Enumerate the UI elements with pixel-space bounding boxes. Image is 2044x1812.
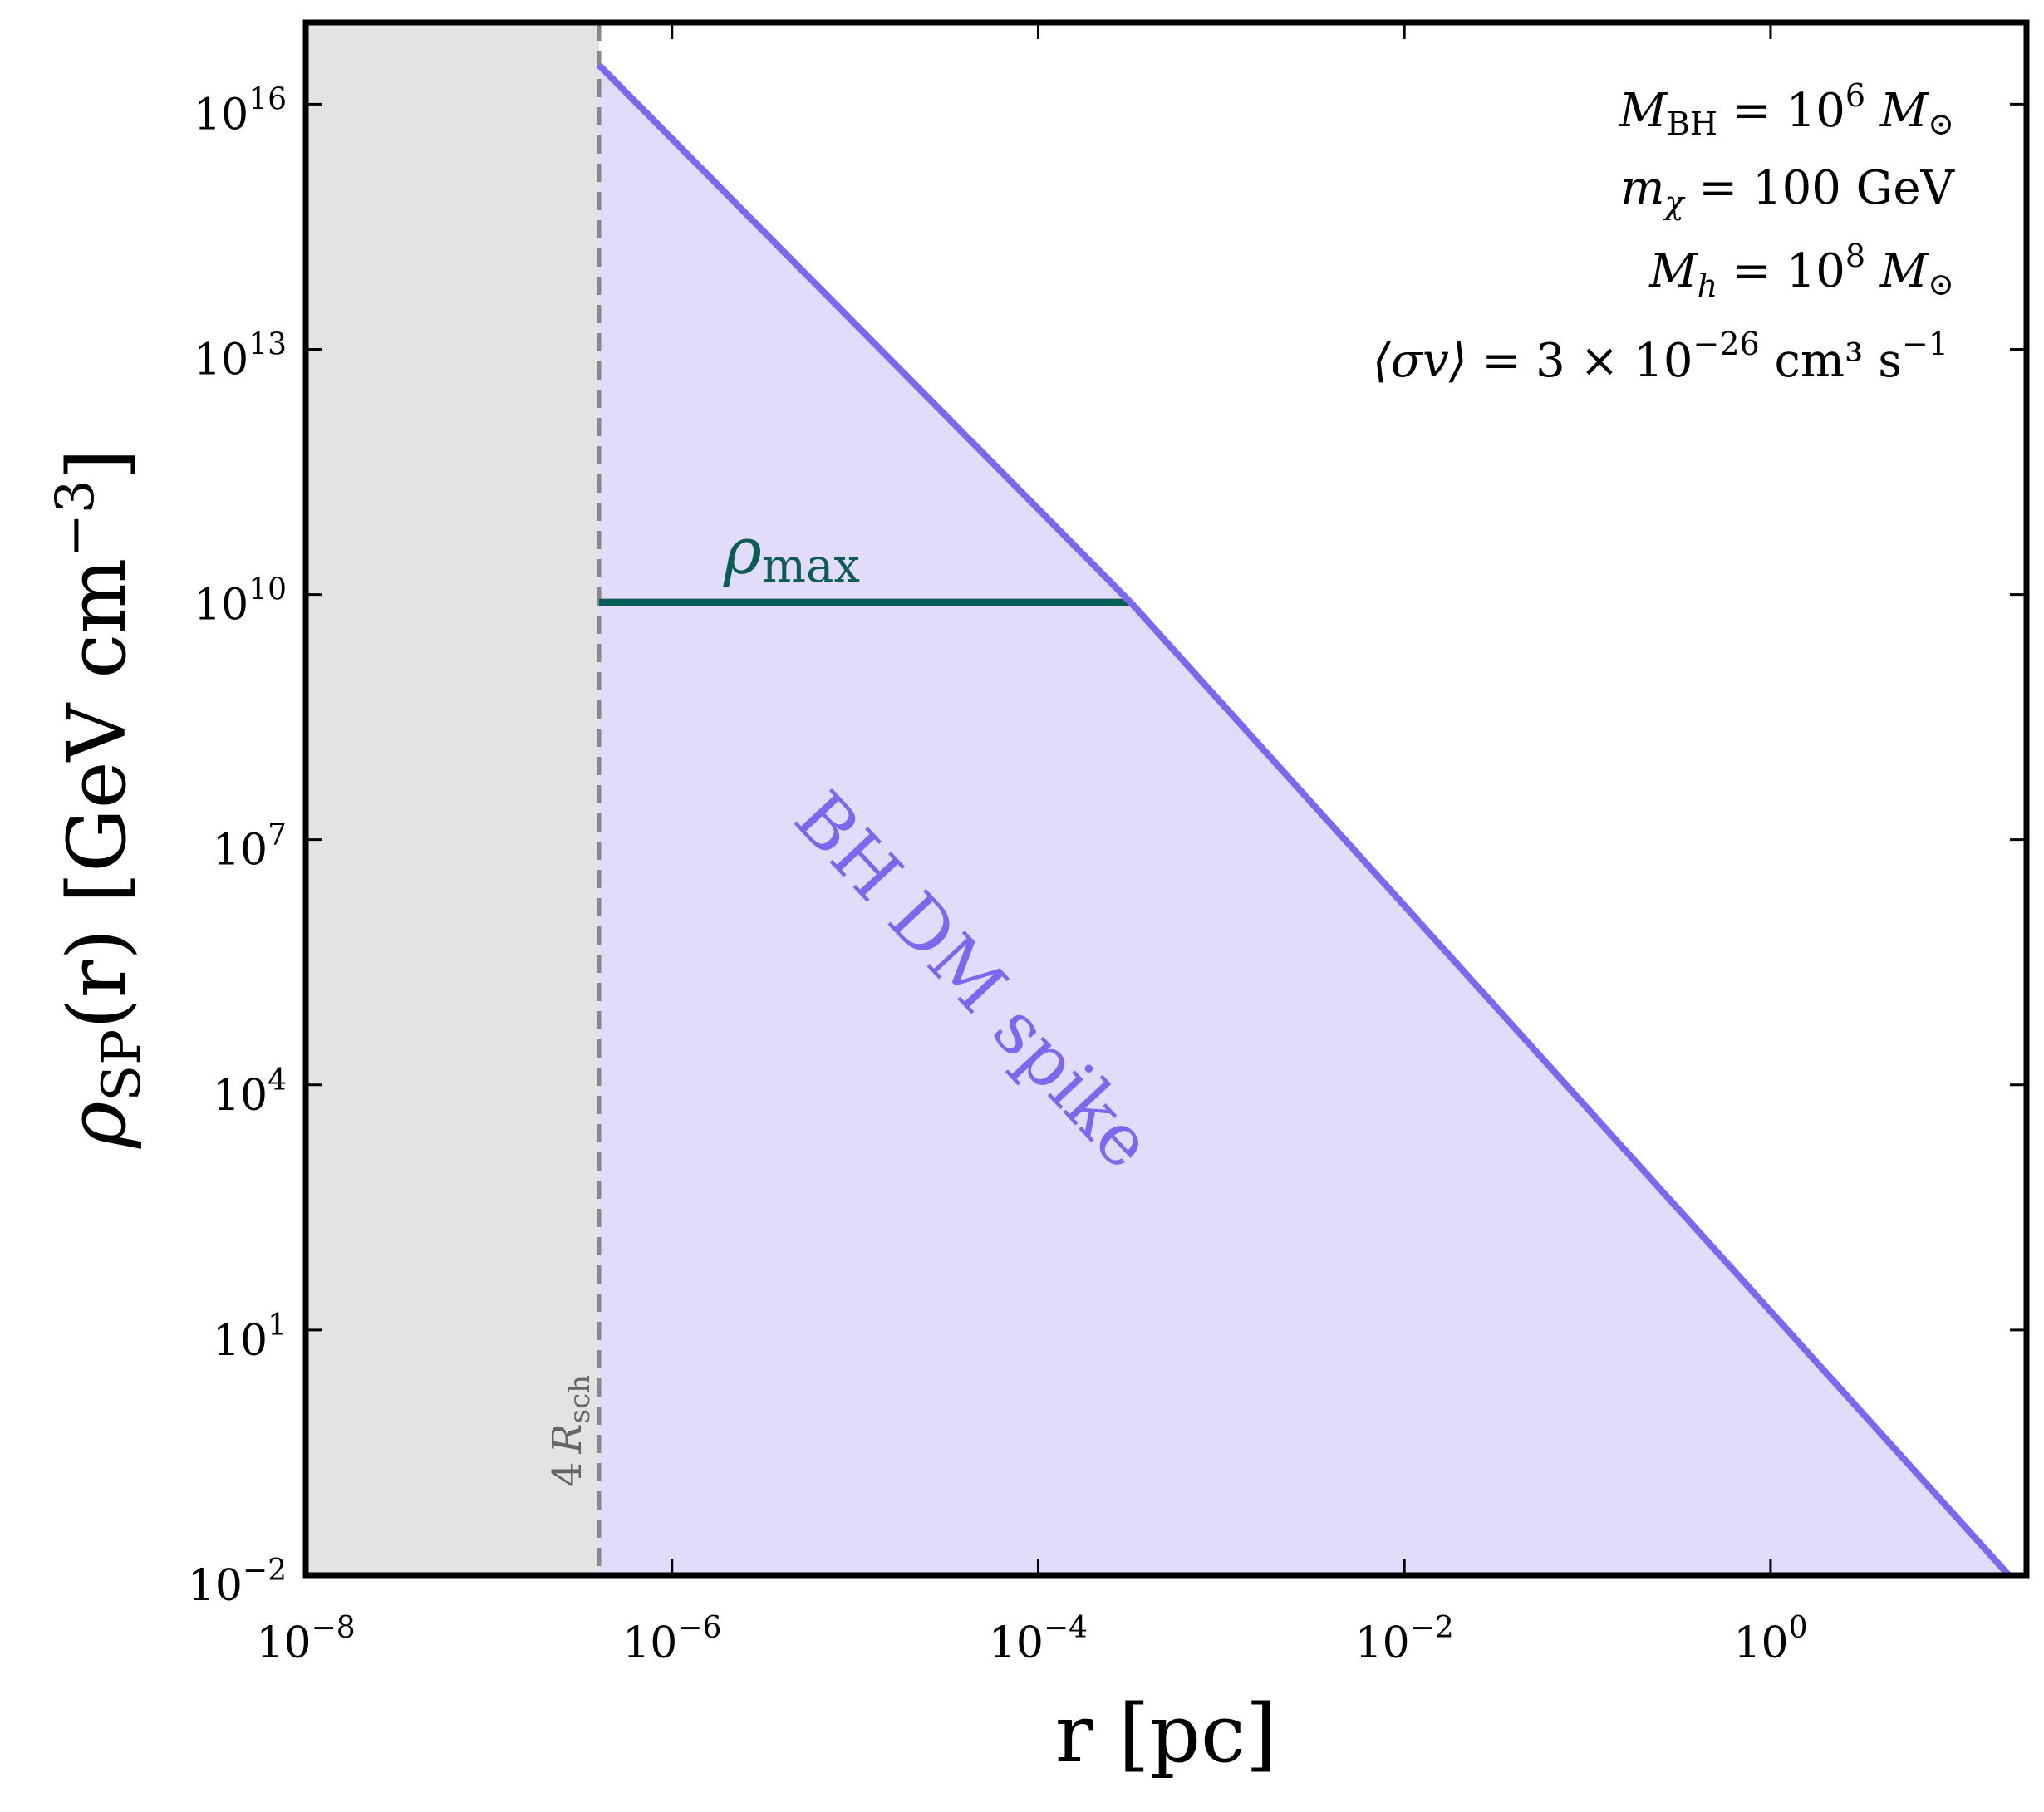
annotation-sigmav-sup: −26 (1693, 326, 1760, 362)
y-axis-title-sub: SP (91, 1029, 153, 1102)
rsch-label-num: 4 (544, 1461, 591, 1487)
x-tick-label: 10−4 (989, 1611, 1088, 1668)
annotation-sigmav-sup2: −1 (1902, 326, 1948, 362)
annotation-mh-sub2: ⊙ (1928, 266, 1954, 302)
annotation-mh-sup: 8 (1845, 238, 1865, 274)
rsch-label-sub: sch (563, 1375, 597, 1423)
annotation-mbh-sup: 6 (1845, 77, 1865, 114)
y-tick-label: 1013 (194, 327, 287, 385)
rho-max-label-main: ρ (723, 514, 762, 589)
excluded-region (306, 22, 600, 1575)
x-tick-label: 10−8 (256, 1611, 355, 1668)
spike-fill-area (599, 65, 2009, 1575)
plot-frame (302, 19, 2030, 1579)
annotation-mbh: MBH = 106 M⊙ (1619, 77, 1954, 142)
rho-max-label-sub: max (762, 539, 860, 593)
y-axis-title: ρSP(r) [GeV cm−3] (45, 449, 153, 1149)
annotation-mh: Mh = 108 M⊙ (1648, 238, 1954, 304)
x-tick-label: 10−6 (622, 1611, 721, 1668)
y-axis-title-arg: (r) [GeV cm (51, 558, 144, 1029)
annotation-mchi-rest: = 100 GeV (1683, 161, 1955, 215)
y-tick-label: 1010 (194, 573, 287, 631)
annotation-sigmav-main: ⟨σv⟩ (1373, 334, 1467, 388)
y-tick-label: 107 (213, 818, 287, 876)
y-tick-label: 101 (213, 1309, 287, 1366)
y-tick-label: 1016 (194, 82, 287, 140)
rsch-label-r: R (544, 1423, 591, 1454)
annotation-mh-main: M (1648, 244, 1698, 298)
annotation-mchi: mχ = 100 GeV (1620, 161, 1955, 221)
annotation-sigmav-tail: cm³ s (1760, 334, 1902, 388)
y-tick-label: 104 (213, 1063, 287, 1121)
annotation-mchi-sub: χ (1662, 184, 1685, 221)
rsch-label: 4 Rsch (544, 1375, 597, 1487)
annotation-mh-tail: M (1865, 244, 1929, 298)
x-tick-label: 100 (1733, 1611, 1807, 1668)
rho-max-label: ρmax (723, 514, 860, 593)
x-tick-label: 10−2 (1355, 1611, 1454, 1668)
axis-ticks: 10−8 10−6 10−4 10−2 100 10−2 101 104 107 1010 1013… (188, 22, 2027, 1668)
y-tick-label: 10−2 (188, 1554, 287, 1611)
plot-area (306, 22, 2012, 1575)
y-axis-title-close: ] (51, 449, 144, 479)
annotation-mh-rest: = 10 (1717, 244, 1845, 298)
annotation-sigmav: ⟨σv⟩ = 3 × 10−26 cm³ s−1 (1373, 326, 1948, 388)
annotation-mbh-sub: BH (1667, 106, 1717, 142)
annotation-mh-sub: h (1698, 268, 1717, 304)
parameter-annotations: MBH = 106 M⊙ mχ = 100 GeV Mh = 108 M⊙ ⟨σ… (1373, 77, 1956, 388)
y-axis-title-rho: ρ (51, 1102, 144, 1149)
spike-series-line (597, 62, 2012, 1575)
annotation-mbh-sub2: ⊙ (1928, 106, 1954, 142)
annotation-sigmav-rest: = 3 × 10 (1467, 334, 1693, 388)
annotation-mbh-tail: M (1865, 84, 1929, 138)
x-axis-title: r [pc] (1055, 1687, 1277, 1780)
y-axis-title-exp: −3 (45, 479, 106, 557)
annotation-mchi-main: m (1620, 161, 1664, 215)
annotation-mbh-main: M (1619, 84, 1668, 138)
annotation-mbh-rest: = 10 (1717, 84, 1845, 138)
